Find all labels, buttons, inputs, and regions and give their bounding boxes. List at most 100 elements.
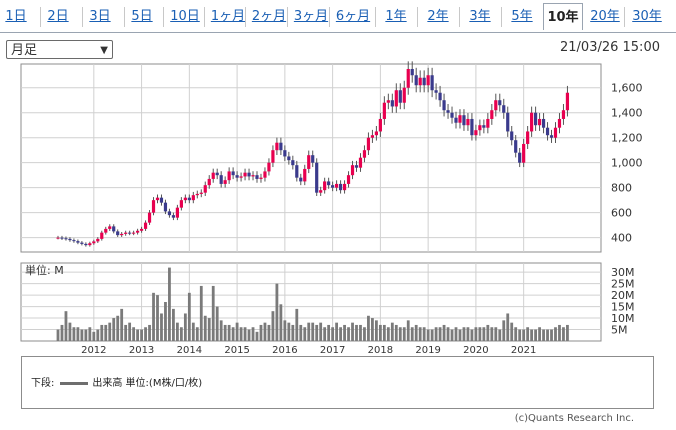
x-tick-label: 2013 (129, 345, 154, 356)
volume-tick-label: 15M (611, 301, 635, 314)
candle-down (295, 165, 299, 178)
interval-select[interactable]: 月足 ▼ (6, 40, 113, 59)
candle-down (311, 155, 315, 163)
tab-3日[interactable]: 3日 (89, 9, 111, 24)
candle-up (151, 200, 156, 213)
volume-bar (450, 329, 454, 341)
candle-up (96, 238, 100, 242)
candle-up (426, 75, 430, 86)
x-tick-label: 2015 (224, 345, 249, 356)
candle-down (446, 110, 450, 113)
candle-down (398, 90, 402, 103)
volume-bar (168, 267, 171, 341)
volume-bar (251, 327, 255, 341)
candle-up (143, 222, 148, 229)
legend-panel: 下段: 出来高 単位:(M株/口/枚) (21, 356, 654, 409)
volume-bar (267, 324, 271, 341)
candle-up (378, 118, 382, 132)
volume-tick-label: 10M (611, 312, 635, 325)
candle-up (478, 125, 482, 131)
volume-bar (550, 329, 553, 341)
candle-down (354, 165, 359, 168)
candle-up (537, 118, 542, 126)
tab-10日[interactable]: 10日 (170, 9, 200, 24)
candle-up (139, 228, 144, 231)
tab-1日[interactable]: 1日 (5, 9, 27, 24)
volume-bar (426, 329, 430, 341)
stock-chart: 2012 2013 2014 2015 2016 2017 2018 2019 2020 2021… (20, 61, 643, 356)
tab-1年[interactable]: 1年 (385, 9, 407, 24)
tab-separator (82, 7, 83, 27)
volume-bar (386, 327, 390, 341)
candle-up (418, 77, 422, 86)
volume-bar (410, 327, 414, 341)
candle-down (215, 172, 219, 176)
tab-10年[interactable]: 10年 (543, 3, 583, 30)
tab-separator (501, 7, 502, 27)
tab-3ヶ月[interactable]: 3ヶ月 (293, 9, 329, 24)
tab-separator (124, 7, 125, 27)
volume-bar (303, 327, 307, 341)
candle-down (545, 127, 550, 136)
volume-bar (72, 327, 76, 341)
volume-bar (56, 329, 60, 341)
volume-bar (100, 324, 104, 341)
tab-6ヶ月[interactable]: 6ヶ月 (335, 9, 371, 24)
candle-down (279, 142, 283, 151)
tab-3年[interactable]: 3年 (469, 9, 491, 24)
volume-bar (458, 329, 462, 341)
tab-30年[interactable]: 30年 (632, 9, 662, 24)
tab-separator (459, 7, 460, 27)
x-tick-label: 2012 (81, 345, 106, 356)
volume-bar (148, 324, 151, 341)
tab-1ヶ月[interactable]: 1ヶ月 (210, 9, 246, 24)
candle-down (470, 118, 474, 136)
candle-up (458, 115, 462, 123)
volume-bar (88, 327, 92, 341)
tab-20年[interactable]: 20年 (590, 9, 620, 24)
volume-bar (470, 329, 474, 341)
tab-2日[interactable]: 2日 (47, 9, 69, 24)
candle-up (108, 226, 112, 229)
candle-up (362, 150, 367, 158)
candle-up (474, 130, 478, 136)
tab-5日[interactable]: 5日 (131, 9, 153, 24)
price-tick-label: 800 (611, 182, 632, 195)
candle-down (331, 185, 335, 188)
volume-bar (215, 306, 219, 341)
tab-separator (375, 7, 376, 27)
candle-up (342, 183, 347, 191)
x-tick-label: 2021 (511, 345, 536, 356)
price-tick-label: 1,600 (611, 82, 643, 95)
candle-up (211, 172, 215, 179)
x-tick-label: 2017 (320, 345, 345, 356)
tab-5年[interactable]: 5年 (511, 9, 533, 24)
candle-down (518, 152, 522, 163)
volume-bar (442, 324, 446, 341)
candle-up (239, 176, 243, 178)
volume-bar (295, 308, 299, 341)
volume-bar (275, 283, 279, 341)
tab-separator (245, 7, 246, 27)
volume-bar (446, 327, 450, 341)
candle-down (60, 237, 64, 239)
volume-bar (406, 320, 410, 341)
candle-up (335, 183, 339, 188)
volume-bar (526, 327, 530, 341)
tab-2年[interactable]: 2年 (427, 9, 449, 24)
volume-bar (116, 315, 120, 341)
candle-up (490, 110, 494, 119)
volume-bar (518, 329, 522, 341)
volume-bar (255, 331, 259, 341)
price-panel (20, 63, 602, 253)
candle-up (374, 131, 378, 136)
volume-bar (179, 327, 183, 341)
candle-up (175, 207, 179, 218)
tab-2ヶ月[interactable]: 2ヶ月 (251, 9, 287, 24)
candle-up (147, 212, 152, 223)
volume-bar (279, 304, 283, 341)
volume-bar (311, 322, 315, 341)
volume-bar (187, 292, 191, 341)
volume-bar (68, 322, 72, 341)
candle-down (80, 242, 84, 244)
